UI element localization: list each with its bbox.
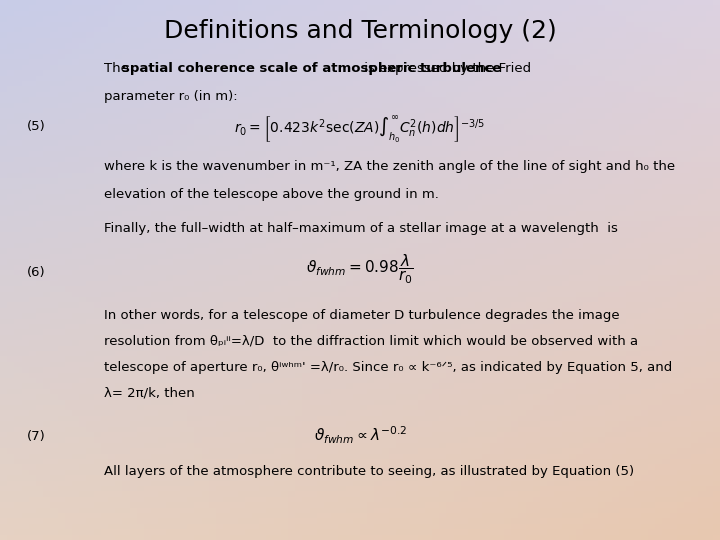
Text: parameter r₀ (in m):: parameter r₀ (in m): [104, 90, 238, 103]
Text: Definitions and Terminology (2): Definitions and Terminology (2) [163, 19, 557, 43]
Text: All layers of the atmosphere contribute to seeing, as illustrated by Equation (5: All layers of the atmosphere contribute … [104, 465, 634, 478]
Text: elevation of the telescope above the ground in m.: elevation of the telescope above the gro… [104, 188, 439, 201]
Text: The: The [104, 62, 133, 75]
Text: is expressed by the Fried: is expressed by the Fried [360, 62, 531, 75]
Text: $\vartheta_{fwhm} = 0.98\dfrac{\lambda}{r_0}$: $\vartheta_{fwhm} = 0.98\dfrac{\lambda}{… [306, 252, 414, 286]
Text: In other words, for a telescope of diameter D turbulence degrades the image: In other words, for a telescope of diame… [104, 309, 620, 322]
Text: λ= 2π/k, then: λ= 2π/k, then [104, 387, 195, 400]
Text: (7): (7) [27, 430, 46, 443]
Text: $r_0 = \left[ 0.423k^2 \sec(ZA)\int_{h_0}^{\infty} C_n^2(h)dh \right]^{-3/5}$: $r_0 = \left[ 0.423k^2 \sec(ZA)\int_{h_0… [234, 114, 486, 145]
Text: $\vartheta_{fwhm} \propto \lambda^{-0.2}$: $\vartheta_{fwhm} \propto \lambda^{-0.2}… [314, 424, 406, 446]
Text: Finally, the full–width at half–maximum of a stellar image at a wavelength  is: Finally, the full–width at half–maximum … [104, 222, 618, 235]
Text: telescope of aperture r₀, θⁱʷʰᵐ' =λ/r₀. Since r₀ ∝ k⁻⁶ᐟ⁵, as indicated by Equati: telescope of aperture r₀, θⁱʷʰᵐ' =λ/r₀. … [104, 361, 672, 374]
Text: where k is the wavenumber in m⁻¹, ZA the zenith angle of the line of sight and h: where k is the wavenumber in m⁻¹, ZA the… [104, 160, 675, 173]
Text: spatial coherence scale of atmospheric turbulence: spatial coherence scale of atmospheric t… [122, 62, 502, 75]
Text: resolution from θₚᵢⁱⁱ=λ/D  to the diffraction limit which would be observed with: resolution from θₚᵢⁱⁱ=λ/D to the diffrac… [104, 335, 639, 348]
Text: (6): (6) [27, 266, 46, 279]
Text: (5): (5) [27, 120, 46, 133]
